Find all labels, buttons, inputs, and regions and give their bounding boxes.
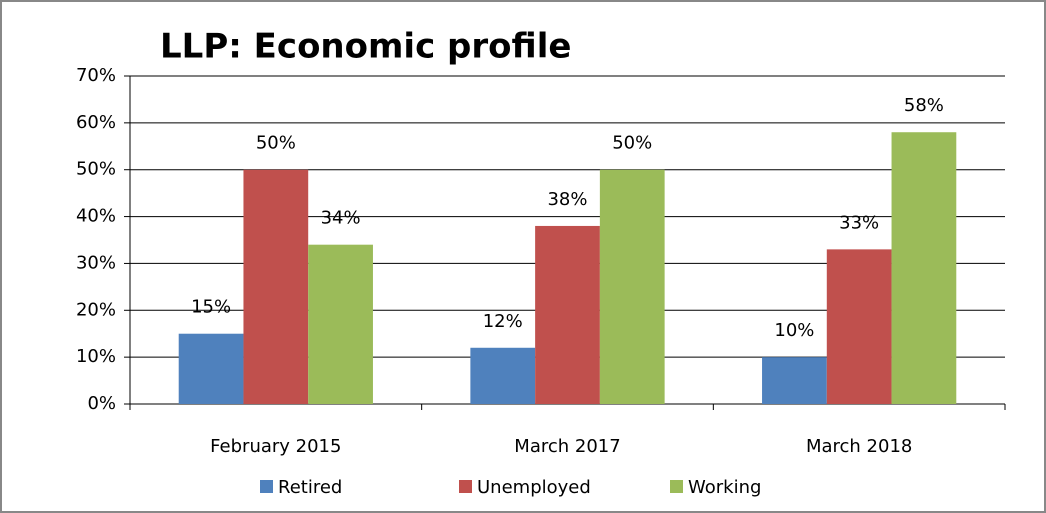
chart-title: LLP: Economic profile xyxy=(160,27,571,67)
y-tick-label: 20% xyxy=(76,299,116,320)
bar xyxy=(243,169,309,404)
bar xyxy=(470,347,536,404)
value-label: 58% xyxy=(904,95,944,116)
y-tick-label: 30% xyxy=(76,252,116,273)
y-tick-label: 50% xyxy=(76,159,116,180)
value-label: 50% xyxy=(612,133,652,154)
value-label: 10% xyxy=(774,320,814,341)
bar xyxy=(826,249,892,404)
x-tick-label: February 2015 xyxy=(210,436,341,457)
value-label: 34% xyxy=(321,208,361,229)
bar xyxy=(599,169,665,404)
legend-label: Retired xyxy=(278,477,342,498)
bar xyxy=(178,333,244,404)
x-tick-label: March 2018 xyxy=(806,436,912,457)
y-tick-label: 60% xyxy=(76,112,116,133)
y-tick-label: 70% xyxy=(76,65,116,86)
value-label: 12% xyxy=(483,311,523,332)
value-label: 33% xyxy=(839,212,879,233)
legend-label: Unemployed xyxy=(477,477,591,498)
value-label: 15% xyxy=(191,297,231,318)
y-tick-label: 10% xyxy=(76,346,116,367)
bar xyxy=(535,225,600,404)
legend-swatch xyxy=(260,480,273,493)
legend-swatch xyxy=(670,480,683,493)
x-tick-label: March 2017 xyxy=(514,436,620,457)
bar xyxy=(891,132,957,404)
bar xyxy=(762,357,827,404)
legend-swatch xyxy=(459,480,472,493)
legend-label: Working xyxy=(688,477,761,498)
value-label: 38% xyxy=(547,189,587,210)
bar xyxy=(308,244,373,404)
y-tick-label: 0% xyxy=(87,393,116,414)
y-tick-label: 40% xyxy=(76,206,116,227)
value-label: 50% xyxy=(256,133,296,154)
